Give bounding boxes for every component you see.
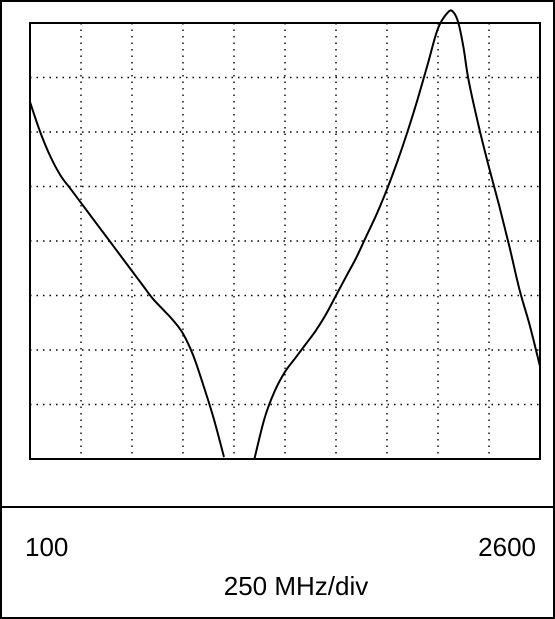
plot-area	[29, 9, 541, 460]
x-end-label: 2600	[478, 532, 536, 562]
x-unit-label: 250 MHz/div	[224, 571, 369, 601]
x-start-label: 100	[25, 532, 68, 562]
grid-lines	[30, 23, 540, 459]
spectrum-curve-segment-1	[29, 101, 225, 458]
curve-layer	[29, 9, 541, 460]
spectrum-curve-segment-2	[253, 9, 541, 460]
